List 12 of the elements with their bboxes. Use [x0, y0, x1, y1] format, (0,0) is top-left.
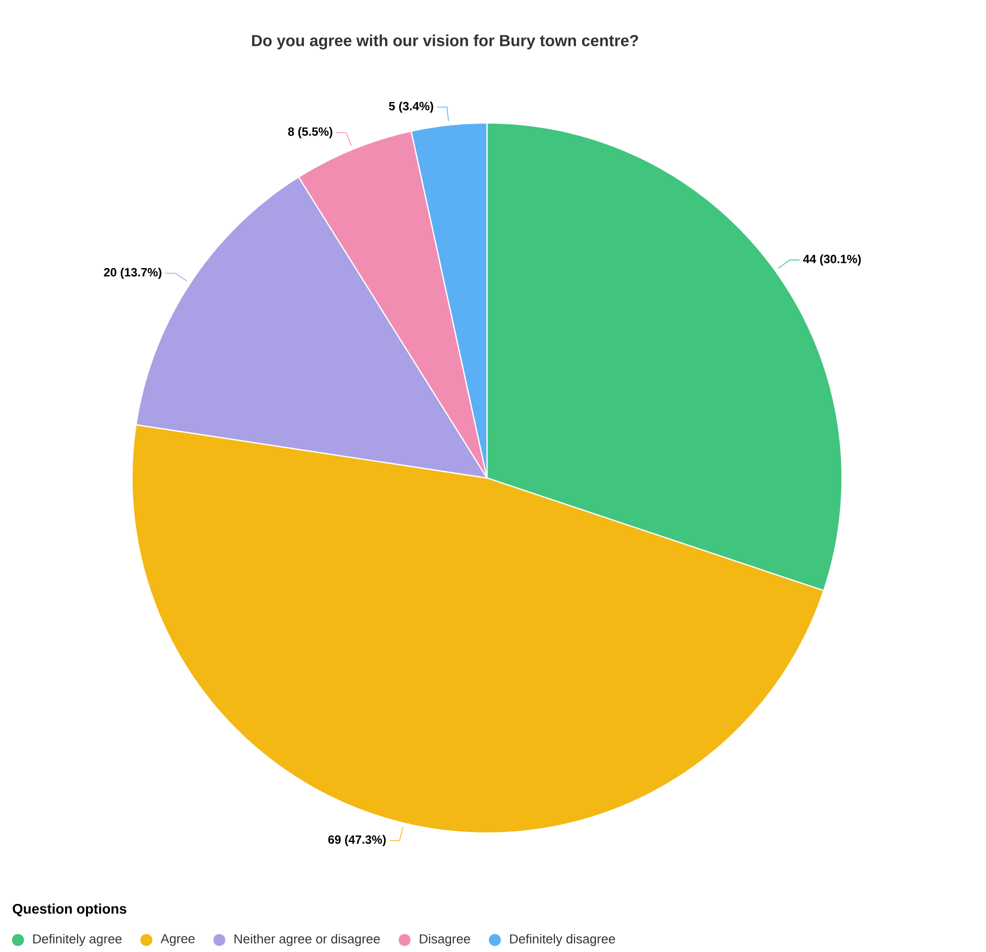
legend-label: Agree — [160, 934, 195, 946]
legend-label: Definitely agree — [33, 934, 122, 946]
legend-label: Definitely disagree — [510, 934, 615, 946]
data-label: 69 (47.3%) — [328, 835, 386, 846]
legend-label: Neither agree or disagree — [234, 934, 380, 946]
data-label: 5 (3.4%) — [388, 102, 434, 113]
data-label: 20 (13.7%) — [104, 268, 162, 279]
chart-title: Do you agree with our vision for Bury town centre? — [252, 34, 638, 50]
data-label: 8 (5.5%) — [288, 127, 332, 138]
legend-title: Question options — [12, 903, 126, 916]
legend-label: Disagree — [420, 934, 470, 946]
data-label: 44 (30.1%) — [803, 254, 861, 266]
